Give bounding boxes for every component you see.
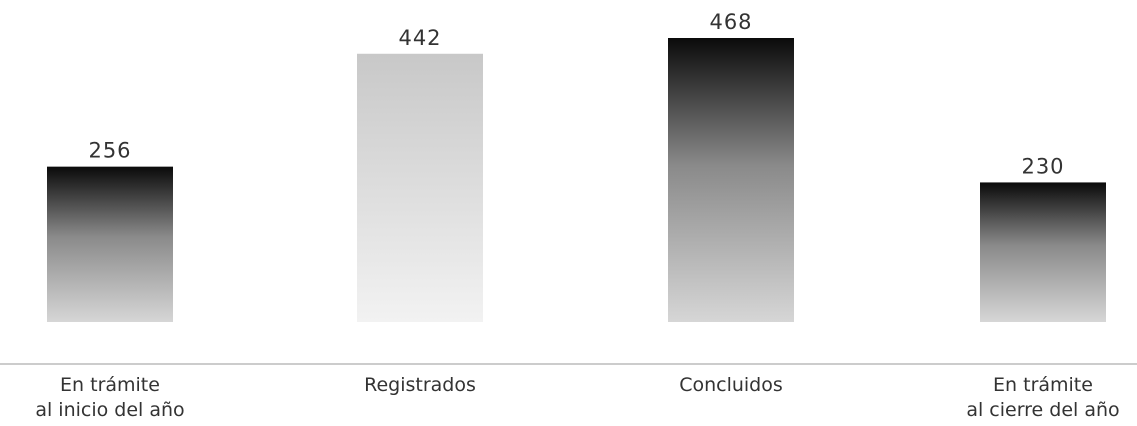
category-label-4-line-2: al cierre del año (966, 399, 1119, 421)
value-label-4: 230 (1021, 154, 1064, 178)
bar-3 (668, 38, 794, 322)
category-label-3: Concluidos (679, 374, 783, 396)
bars-group (47, 38, 1106, 323)
value-label-2: 442 (398, 26, 441, 50)
bar-1 (47, 166, 173, 322)
value-labels-group: 256 442 468 230 (88, 10, 1064, 178)
value-label-3: 468 (709, 10, 752, 34)
category-label-2: Registrados (364, 374, 476, 396)
bar-2 (357, 53, 483, 323)
category-label-1-line-2: al inicio del año (35, 399, 184, 421)
category-label-4-line-1: En trámite (993, 374, 1093, 396)
category-label-1-line-1: En trámite (60, 374, 160, 396)
bar-4 (980, 182, 1106, 322)
value-label-1: 256 (88, 139, 131, 163)
category-labels-group: En trámite al inicio del año Registrados Co… (35, 374, 1119, 421)
